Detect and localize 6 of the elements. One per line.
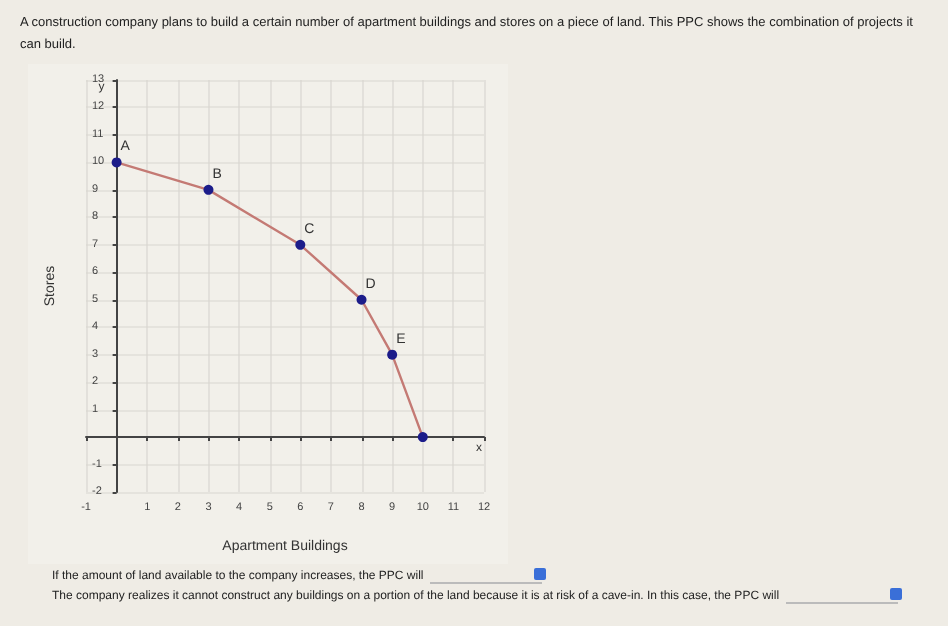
point — [203, 184, 214, 195]
point — [387, 349, 398, 360]
point — [295, 239, 306, 250]
point — [111, 157, 122, 168]
point — [417, 432, 428, 443]
point — [356, 294, 367, 305]
